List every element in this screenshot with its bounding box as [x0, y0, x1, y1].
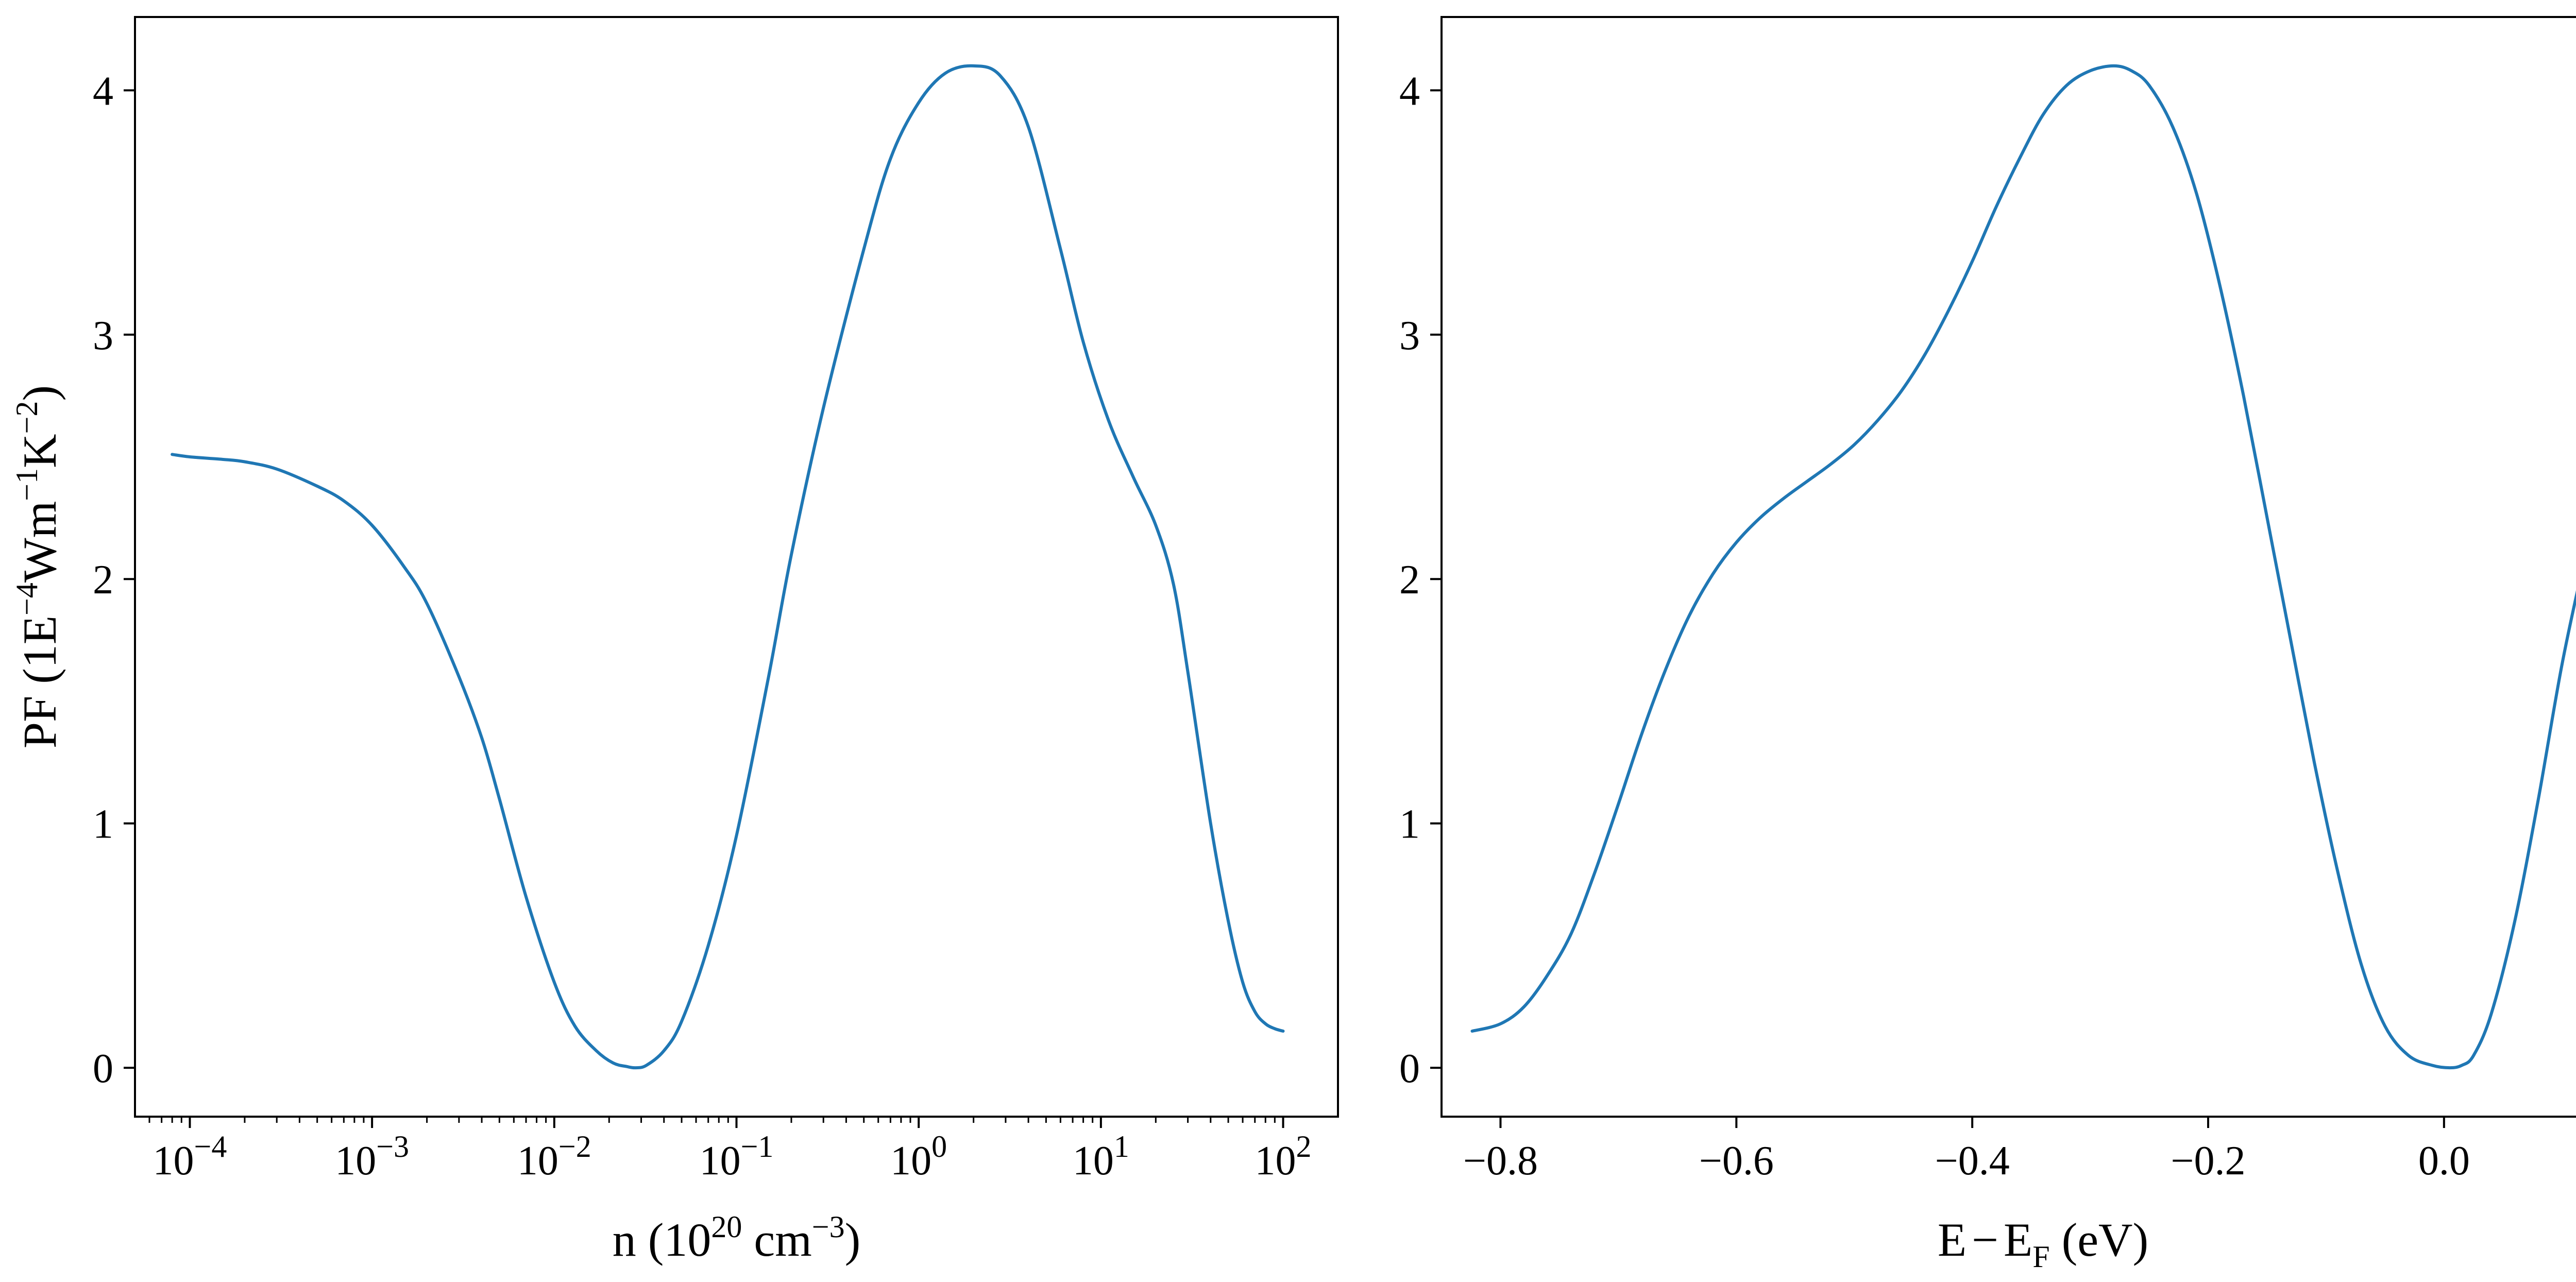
left-xtick-base: 10 — [517, 1138, 558, 1184]
left-xtick-label: 10−2 — [517, 1130, 591, 1184]
left-xtick-label: 102 — [1255, 1130, 1312, 1184]
right-xlabel-minus: − — [1972, 1213, 1998, 1266]
left-xtick-exp: −1 — [741, 1130, 774, 1164]
left-x-axis-label: n (1020 cm−3) — [613, 1210, 861, 1266]
left-xtick-exp: 2 — [1296, 1130, 1312, 1164]
left-xlabel-exp: 20 — [711, 1210, 742, 1244]
right-ticks — [1430, 89, 2445, 1128]
left-ylabel-exp: −4 — [10, 583, 44, 616]
left-xtick-label: 10−1 — [700, 1130, 774, 1184]
left-ylabel-prefix: PF (1E — [13, 616, 66, 748]
right-xtick-label: 0.0 — [2418, 1138, 2470, 1184]
left-ylabel-middle2: K — [13, 434, 66, 468]
right-xtick-label: −0.2 — [2171, 1138, 2245, 1184]
right-xlabel-prefix: E — [1938, 1213, 1967, 1266]
left-xtick-labels: 10−4 10−3 10−2 10−1 100 101 102 — [153, 1130, 1312, 1184]
right-ytick-label: 4 — [1399, 69, 1420, 114]
right-ytick-label: 3 — [1399, 313, 1420, 358]
right-xlabel-mid: E — [2004, 1213, 2032, 1266]
left-xtick-base: 10 — [153, 1138, 194, 1184]
left-xtick-exp: −4 — [194, 1130, 227, 1164]
left-y-axis-label: PF (1E−4Wm−1K−2) — [10, 385, 66, 748]
right-axes-frame — [1440, 16, 2576, 1118]
left-axes-frame — [134, 16, 1339, 1118]
right-ytick-label: 0 — [1399, 1046, 1420, 1091]
left-xtick-base: 10 — [335, 1138, 376, 1184]
left-xtick-label: 10−4 — [153, 1130, 227, 1184]
right-xtick-label: −0.8 — [1463, 1138, 1538, 1184]
right-ytick-labels: 0 1 2 3 4 — [1399, 69, 1420, 1091]
left-xtick-base: 10 — [700, 1138, 741, 1184]
right-ytick-label: 2 — [1399, 557, 1420, 603]
left-ylabel-middle: Wm — [13, 501, 66, 583]
left-ytick-label: 1 — [93, 802, 113, 847]
left-xtick-base: 10 — [1255, 1138, 1296, 1184]
left-xlabel-suffix: ) — [845, 1213, 861, 1266]
left-xtick-base: 10 — [890, 1138, 931, 1184]
left-xlabel-middle: cm — [742, 1213, 811, 1266]
left-ytick-label: 0 — [93, 1046, 113, 1091]
left-xtick-exp: 1 — [1114, 1130, 1129, 1164]
left-xlabel-exp2: −3 — [812, 1210, 845, 1244]
right-ytick-label: 1 — [1399, 802, 1420, 847]
left-ytick-label: 3 — [93, 313, 113, 358]
left-ticks — [124, 89, 1284, 1128]
left-ytick-labels: 0 1 2 3 4 — [93, 69, 113, 1091]
left-xtick-exp: −3 — [376, 1130, 409, 1164]
left-xlabel-prefix: n (10 — [613, 1213, 711, 1266]
left-xtick-label: 10−3 — [335, 1130, 409, 1184]
right-x-axis-label: E − EF (eV) — [1938, 1213, 2148, 1274]
right-xtick-labels: −0.8 −0.6 −0.4 −0.2 0.0 — [1463, 1138, 2470, 1184]
left-xtick-exp: 0 — [931, 1130, 947, 1164]
right-xtick-label: −0.6 — [1699, 1138, 1774, 1184]
left-xtick-label: 101 — [1073, 1130, 1129, 1184]
right-xtick-label: −0.4 — [1935, 1138, 2010, 1184]
left-xtick-exp: −2 — [558, 1130, 591, 1164]
left-ytick-label: 2 — [93, 557, 113, 603]
left-xtick-label: 100 — [890, 1130, 947, 1184]
left-ylabel-exp2: −1 — [10, 468, 44, 501]
left-xtick-base: 10 — [1073, 1138, 1114, 1184]
left-ylabel-exp3: −2 — [10, 401, 44, 434]
right-xlabel-sub: F — [2032, 1240, 2049, 1274]
right-series-line — [1470, 64, 2576, 1070]
left-ylabel-suffix: ) — [13, 385, 66, 401]
left-ytick-label: 4 — [93, 69, 113, 114]
left-series-line — [171, 64, 1285, 1070]
right-xlabel-suffix: (eV) — [2050, 1213, 2149, 1266]
